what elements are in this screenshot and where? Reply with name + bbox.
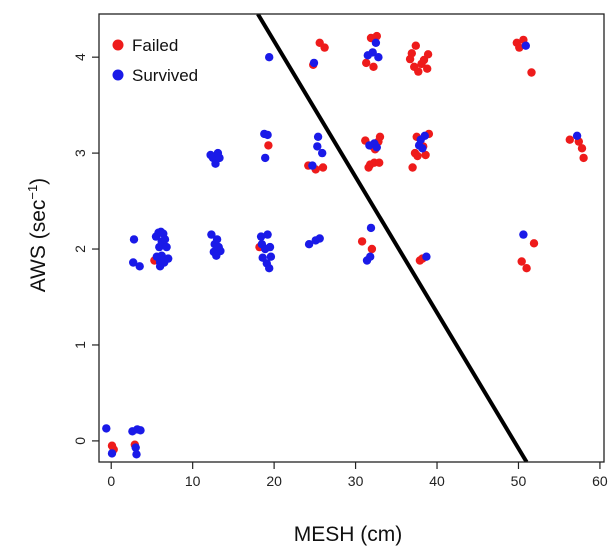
data-point-failed [357,237,367,246]
data-point-survived [102,424,111,433]
data-point-survived [309,58,319,68]
data-point-survived [318,148,327,158]
legend-label-survived: Survived [132,66,198,85]
data-point-survived [129,258,138,267]
y-tick-label: 1 [72,341,88,349]
data-point-survived [366,223,376,233]
data-point-survived [136,426,145,435]
data-point-survived [265,242,275,252]
data-point-failed [362,58,371,68]
x-tick-label: 20 [266,473,282,489]
data-point-survived [368,48,377,57]
x-tick-label: 50 [511,473,527,489]
data-point-survived [418,144,427,153]
y-tick-label: 2 [72,245,88,253]
data-point-survived [521,41,530,50]
data-point-failed [529,239,539,248]
data-point-survived [263,130,272,140]
data-point-survived [308,161,317,170]
data-point-survived [315,234,324,243]
data-point-failed [565,135,574,144]
data-point-failed [527,68,536,77]
points-group [102,31,588,459]
data-point-survived [215,153,224,163]
y-tick-label: 0 [72,437,88,445]
data-point-survived [420,131,429,140]
data-point-failed [579,153,588,163]
data-point-survived [265,53,274,62]
data-point-survived [212,235,222,244]
legend-label-failed: Failed [132,36,178,55]
data-point-survived [263,230,272,239]
plot-frame [98,13,605,463]
data-point-survived [372,143,381,152]
x-tick-label: 10 [185,473,201,489]
data-point-failed [320,43,329,52]
decision-boundary-line [256,14,529,462]
data-point-survived [157,251,166,260]
data-point-failed [318,163,328,172]
legend: Failed Survived [112,36,198,85]
data-point-failed [577,144,587,153]
data-point-failed [408,163,417,172]
data-point-failed [411,41,420,50]
data-point-failed [522,264,531,273]
legend-marker-survived [112,69,124,81]
data-point-survived [107,449,117,458]
legend-marker-failed [112,39,124,51]
data-point-survived [572,131,582,140]
data-point-survived [313,142,322,151]
data-point-survived [131,443,140,452]
y-tick-label: 4 [72,53,88,61]
data-point-failed [423,50,433,59]
plot-area [102,14,588,462]
data-point-survived [374,53,383,62]
data-point-survived [132,450,141,459]
data-point-survived [371,38,381,47]
data-point-failed [423,64,432,73]
data-point-failed [375,158,384,167]
data-point-survived [256,232,266,241]
data-point-survived [164,254,173,263]
y-axis-title-superscript: −1 [25,185,40,200]
y-tick-label: 3 [72,149,88,157]
data-point-failed [264,141,273,150]
data-point-survived [304,240,314,249]
x-tick-label: 40 [429,473,445,489]
data-point-survived [135,262,144,271]
data-point-failed [372,31,381,41]
data-point-survived [160,235,170,244]
data-point-survived [129,235,139,244]
x-tick-label: 0 [107,473,115,489]
data-point-failed [375,132,385,141]
y-axis-title-close: ) [27,178,50,185]
data-point-failed [517,257,526,266]
data-point-failed [367,244,377,254]
data-point-survived [261,153,270,163]
data-point-survived [216,246,225,256]
data-point-survived [313,132,323,141]
data-point-failed [369,62,378,71]
axes: 0 10 20 30 40 50 60 0 1 2 3 4 [72,13,608,489]
data-point-survived [265,264,274,273]
data-point-failed [407,49,416,58]
data-point-failed [515,43,524,52]
data-point-survived [207,230,216,239]
data-point-survived [162,242,171,252]
data-point-survived [519,230,528,239]
data-point-failed [421,150,430,160]
y-axis-title-base: AWS (sec [27,200,50,293]
data-point-failed [413,151,422,161]
data-point-survived [422,252,431,261]
x-axis-title: MESH (cm) [294,523,403,546]
data-point-failed [414,67,423,76]
data-point-survived [366,252,375,261]
data-point-survived [266,252,276,261]
y-axis-title: AWS (sec−1) [25,178,50,292]
x-tick-label: 60 [592,473,608,489]
x-tick-label: 30 [348,473,364,489]
